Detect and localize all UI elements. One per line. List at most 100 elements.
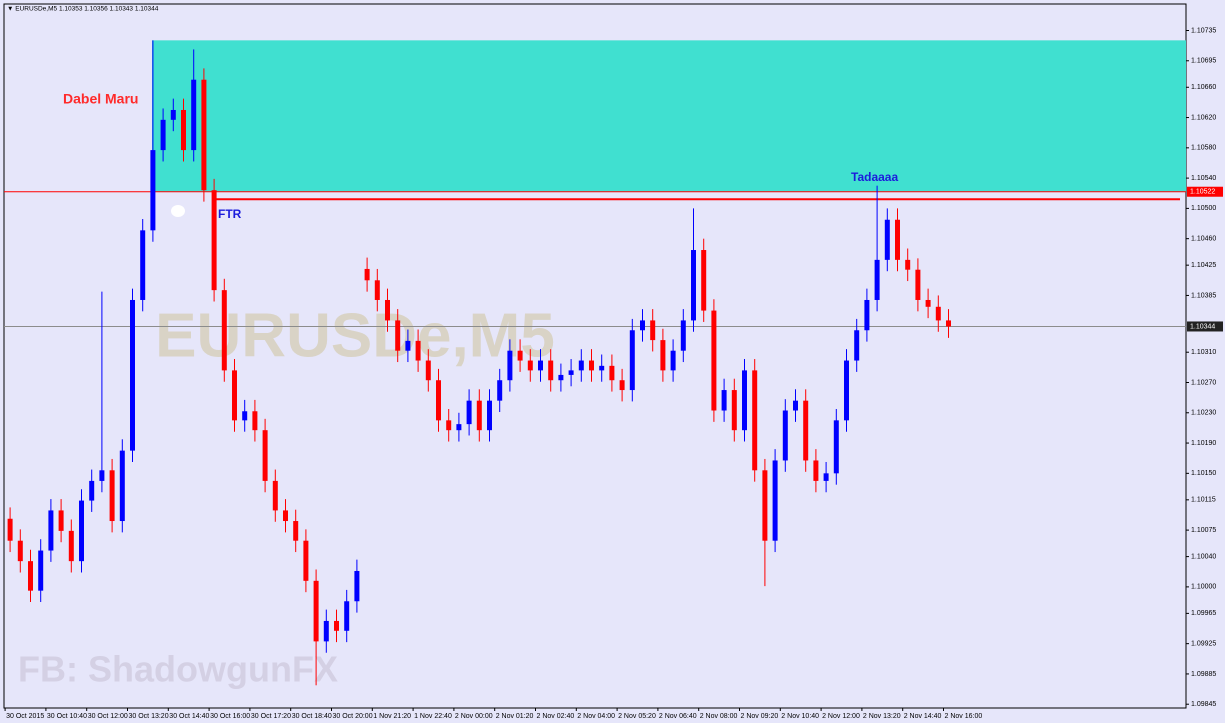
y-tick-label: 1.10500 [1191,205,1216,212]
y-tick-label: 1.10150 [1191,470,1216,477]
candle-body [507,350,513,381]
candle-body [487,400,492,431]
candle-body [793,400,798,411]
price-box [1187,321,1223,332]
y-tick-label: 1.10695 [1191,58,1216,65]
supply-zone [152,40,1186,192]
x-tick-label: 30 Oct 20:00 [333,713,373,720]
x-tick-label: 2 Nov 16:00 [945,713,983,720]
y-tick-label: 1.10460 [1191,236,1216,243]
candle-body [170,109,176,120]
y-tick-label: 1.10735 [1191,27,1216,34]
y-tick-label: 1.09965 [1191,610,1216,617]
candle-body [762,470,768,541]
watermark: EURUSDe,M5 [155,301,555,370]
candle-body [191,79,197,151]
x-tick-label: 2 Nov 02:40 [537,713,575,720]
candle-body [752,370,758,471]
candle-body [915,269,921,300]
candle-body [283,510,288,522]
candle-body [272,480,278,511]
candle-body [517,350,523,361]
candle-body [344,601,350,631]
x-tick-label: 2 Nov 04:00 [577,713,615,720]
candle-body [660,340,666,371]
candle-body [395,320,401,351]
y-tick-label: 1.09925 [1191,640,1216,647]
candle-body [609,365,615,381]
y-tick-label: 1.10075 [1191,527,1216,534]
candle-body [670,350,676,371]
x-tick-label: 1 Nov 22:40 [414,713,452,720]
candle-body [721,390,727,411]
candle-body [874,259,880,300]
candle-body [17,540,23,562]
candle-body [446,420,452,431]
candle-body [680,320,686,351]
candle-body [181,109,186,151]
price-box-label: 1.10522 [1190,189,1215,196]
candle-body [140,230,146,300]
cursor-blob [171,205,185,217]
candle-body [385,299,390,321]
candle-body [160,119,166,151]
candle-body [425,360,431,381]
candle-body [68,530,74,562]
annotation: Tadaaaa [851,170,898,184]
x-tick-label: 2 Nov 14:40 [904,713,942,720]
candle-body [313,580,319,642]
x-tick-label: 30 Oct 13:20 [129,713,169,720]
candle-body [946,320,951,327]
x-tick-label: 30 Oct 16:00 [210,713,250,720]
y-tick-label: 1.10310 [1191,349,1216,356]
y-tick-label: 1.10190 [1191,440,1216,447]
candle-body [242,411,248,421]
credit: FB: ShadowgunFX [18,649,338,690]
candle-body [211,190,217,291]
y-tick-label: 1.10425 [1191,262,1216,269]
candle-body [599,365,605,371]
candle-body [619,380,625,391]
y-tick-label: 1.09845 [1191,701,1216,708]
candle-body [558,374,564,381]
candle-body [640,320,645,331]
y-tick-label: 1.10115 [1191,497,1216,504]
candle-body [568,370,574,375]
candle-body [58,510,64,531]
candle-body [466,400,472,425]
candle-body [589,360,594,371]
candle-body [629,330,635,391]
y-tick-label: 1.10660 [1191,84,1216,91]
candle-body [803,400,809,461]
x-tick-label: 2 Nov 06:40 [659,713,697,720]
candle-body [99,470,105,481]
candle-body [650,320,656,341]
x-tick-label: 2 Nov 00:00 [455,713,493,720]
candle-body [415,340,421,361]
candle-body [476,400,482,431]
chart-title: ▼ EURUSDe,M5 1.10353 1.10356 1.10343 1.1… [7,6,159,13]
candle-body [935,306,941,321]
x-tick-label: 1 Nov 21:20 [373,713,411,720]
candle-body [538,360,543,371]
candle-body [497,380,503,401]
x-tick-label: 30 Oct 12:00 [88,713,128,720]
x-tick-label: 2 Nov 13:20 [863,713,901,720]
annotation: FTR [218,207,242,221]
candle-body [405,340,411,351]
candle-body [864,299,870,331]
y-tick-label: 1.10040 [1191,553,1216,560]
candle-body [79,500,84,562]
x-tick-label: 2 Nov 09:20 [741,713,779,720]
candle-body [150,150,156,231]
candle-body [711,310,717,411]
x-tick-label: 30 Oct 17:20 [251,713,291,720]
candle-body [905,259,911,270]
price-box [1187,186,1223,197]
candle-body [109,470,115,522]
x-tick-label: 30 Oct 10:40 [47,713,87,720]
candle-body [823,473,829,481]
candle-body [293,521,299,541]
candle-body [527,360,533,371]
